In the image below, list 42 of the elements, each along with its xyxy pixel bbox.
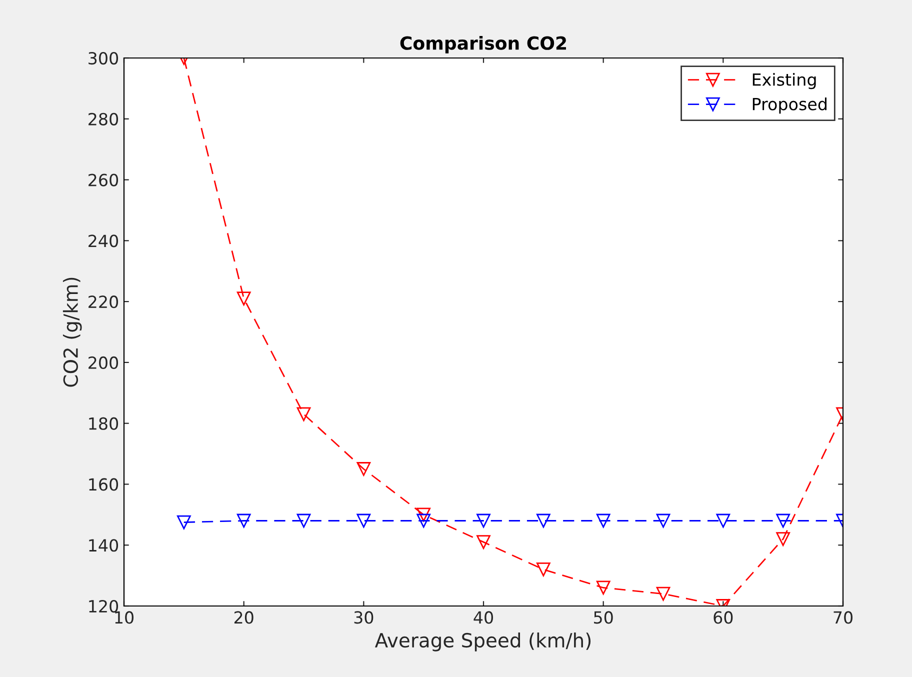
point bbox=[656, 586, 670, 601]
chart-title: Comparison CO2 bbox=[400, 36, 566, 54]
point bbox=[536, 562, 550, 576]
point bbox=[536, 514, 550, 528]
y-tick-label: 120 bbox=[89, 600, 118, 613]
point bbox=[656, 514, 670, 528]
x-axis-title: Average Speed (km/h) bbox=[374, 632, 591, 652]
point bbox=[236, 292, 251, 306]
x-tick-label: 70 bbox=[834, 611, 852, 624]
x-tick-label: 60 bbox=[714, 611, 733, 624]
point bbox=[476, 535, 490, 550]
y-tick-label: 280 bbox=[88, 112, 118, 126]
y-tick-label: 200 bbox=[88, 356, 118, 370]
point bbox=[596, 580, 610, 595]
point bbox=[356, 462, 371, 476]
legend-label: Proposed bbox=[752, 97, 826, 114]
point bbox=[296, 514, 311, 528]
y-axis-title: CO2 (g/km) bbox=[62, 278, 82, 387]
y-tick-label: 140 bbox=[89, 539, 118, 552]
x-tick-label: 40 bbox=[474, 611, 493, 624]
point bbox=[776, 514, 790, 528]
point bbox=[176, 515, 191, 530]
y-tick-label: 220 bbox=[88, 296, 118, 308]
x-tick-label: 20 bbox=[234, 611, 254, 624]
y-tick-label: 240 bbox=[88, 234, 118, 248]
point bbox=[776, 532, 790, 546]
point bbox=[236, 514, 251, 528]
x-tick-label: 10 bbox=[115, 611, 134, 624]
point bbox=[476, 514, 490, 528]
point bbox=[356, 514, 371, 528]
y-tick-label: 180 bbox=[89, 417, 118, 430]
point bbox=[596, 514, 610, 528]
point bbox=[416, 514, 431, 528]
y-tick-label: 160 bbox=[89, 478, 118, 491]
y-tick-label: 260 bbox=[88, 174, 118, 186]
x-tick-label: 50 bbox=[594, 611, 613, 624]
point bbox=[716, 514, 730, 528]
y-tick-label: 300 bbox=[88, 52, 118, 65]
point bbox=[296, 407, 311, 422]
legend-label: Existing bbox=[752, 73, 816, 90]
point bbox=[416, 508, 431, 522]
x-tick-label: 30 bbox=[354, 611, 374, 624]
